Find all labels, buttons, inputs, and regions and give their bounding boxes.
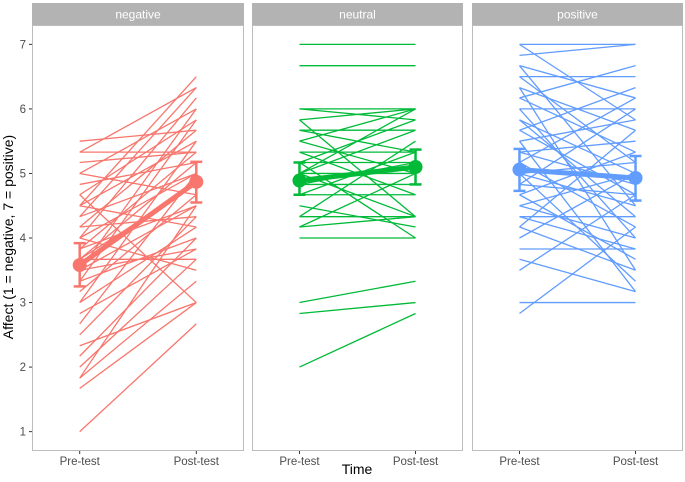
subject-line [299, 140, 416, 218]
subject-line [519, 76, 636, 164]
subject-line [299, 205, 416, 228]
subject-line [79, 216, 197, 336]
subject-line [79, 129, 197, 142]
subject-line [518, 87, 637, 271]
mean-line [77, 179, 199, 268]
subject-line [79, 194, 197, 293]
subject-line [79, 323, 197, 433]
mean-point [408, 160, 423, 174]
subject-line [79, 87, 197, 153]
subject-line [518, 65, 637, 207]
subject-line [519, 205, 636, 239]
facet-strip [252, 3, 463, 25]
subject-line [79, 258, 197, 368]
subject-line [519, 129, 636, 196]
subject-line [79, 301, 197, 347]
subject-line [79, 280, 197, 379]
subject-line [299, 129, 416, 153]
x-tick-label: Pre-test [499, 456, 540, 468]
y-tick-label: 2 [20, 362, 26, 374]
subject-line [518, 140, 637, 292]
subject-line [79, 151, 197, 250]
y-tick-label: 7 [20, 39, 26, 51]
mean-point [72, 258, 87, 273]
x-tick-label: Pre-test [60, 456, 101, 468]
subject-line [519, 226, 636, 315]
x-tick-label: Post-test [393, 456, 439, 468]
subject-line [299, 312, 416, 368]
y-tick-label: 5 [20, 168, 26, 180]
subject-line [519, 86, 636, 131]
subject-line [299, 301, 416, 315]
subject-line [519, 172, 636, 282]
x-tick-label: Pre-test [279, 456, 320, 468]
subject-line [299, 108, 416, 121]
subject-line [79, 302, 197, 389]
subject-line [299, 161, 416, 239]
mean-line [516, 167, 639, 181]
subject-line [519, 258, 636, 293]
facet-strip [472, 3, 683, 25]
facet-strip-label: negative [115, 8, 161, 22]
y-tick-label: 6 [20, 104, 26, 116]
mean-point [292, 173, 307, 188]
y-tick-label: 3 [20, 298, 26, 310]
subject-line [519, 43, 636, 121]
subject-line [79, 237, 197, 271]
subject-line [79, 205, 197, 228]
subject-line [79, 172, 197, 196]
subject-line [519, 97, 636, 153]
subject-line [299, 216, 416, 228]
panel-border [472, 25, 683, 451]
subject-line [519, 216, 636, 250]
mean-point [628, 170, 643, 185]
y-tick-label: 4 [20, 233, 27, 245]
x-axis-title: Time [342, 461, 373, 477]
subject-line [79, 237, 197, 357]
subject-line [79, 151, 197, 164]
x-tick-label: Post-test [174, 456, 220, 468]
subject-line [519, 119, 636, 175]
subject-line [519, 43, 636, 56]
subject-line [79, 108, 197, 175]
mean-line [296, 164, 419, 184]
mean-point [189, 174, 204, 189]
mean-point [512, 162, 527, 177]
subject-line [79, 129, 197, 228]
subject-line [79, 205, 197, 250]
subject-line [299, 119, 416, 218]
facet-strip-label: neutral [339, 8, 376, 22]
subject-line [79, 161, 197, 186]
subject-line [79, 97, 197, 239]
facet-strip-label: positive [557, 8, 598, 22]
facet-strip [32, 3, 244, 25]
subject-line [79, 172, 197, 239]
subject-line [79, 226, 197, 304]
y-tick-label: 1 [20, 427, 26, 439]
subject-line [519, 119, 636, 218]
subject-line [299, 280, 416, 304]
x-tick-label: Post-test [613, 456, 659, 468]
subject-line [79, 194, 197, 304]
y-axis-title: Affect (1 = negative, 7 = positive) [0, 135, 16, 339]
